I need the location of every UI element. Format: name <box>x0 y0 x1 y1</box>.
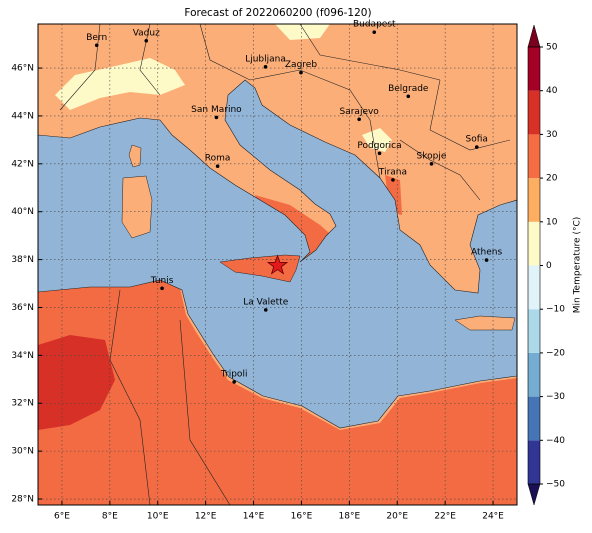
cold-area <box>55 58 185 110</box>
city-dot <box>391 178 395 182</box>
colorbar-under <box>527 483 541 506</box>
city-dot <box>94 43 99 48</box>
colorbar-segment <box>528 178 540 222</box>
map-title: Forecast of 2022060200 (f096-120) <box>184 7 371 19</box>
city-dot <box>263 65 268 69</box>
island <box>454 315 516 331</box>
x-tick-label: 22°E <box>434 512 456 522</box>
y-tick-label: 46°N <box>11 64 34 74</box>
border <box>59 24 511 505</box>
city-dot <box>377 151 382 156</box>
cold-area <box>275 24 330 40</box>
x-tick-label: 14°E <box>243 512 265 522</box>
colorbar-segment <box>528 265 540 310</box>
y-tick-label: 32°N <box>11 399 34 409</box>
x-tick-label: 6°E <box>54 512 70 522</box>
city-label: Athens <box>471 248 502 258</box>
city-label: Sarajevo <box>340 107 380 117</box>
colorbar-segment <box>528 309 540 353</box>
city-label: Skopje <box>417 151 447 161</box>
city-label: Podgorica <box>357 141 401 151</box>
city-label: Vaduz <box>133 28 160 38</box>
x-tick-label: 24°E <box>482 512 504 522</box>
x-tick-label: 20°E <box>386 512 408 522</box>
colorbar-tick-label: 40 <box>546 86 558 96</box>
colorbar-tick-label: −40 <box>546 436 565 446</box>
colorbar-tick-label: 10 <box>546 217 558 227</box>
city-label: Tirana <box>378 167 407 177</box>
city-label: Budapest <box>353 20 396 30</box>
city-label: Zagreb <box>285 60 317 70</box>
city-label: San Marino <box>191 105 242 115</box>
island <box>121 175 153 239</box>
colorbar-segment <box>528 221 540 266</box>
city-label: Tunis <box>150 276 174 286</box>
city-label: Ljubljana <box>245 54 286 64</box>
y-tick-label: 38°N <box>11 255 34 265</box>
colorbar-tick-label: −50 <box>546 480 565 490</box>
city-dot <box>160 286 164 291</box>
colorbar-segment <box>528 90 540 135</box>
colorbar-segment <box>528 396 540 441</box>
x-tick-label: 12°E <box>195 512 217 522</box>
y-tick-label: 28°N <box>11 495 34 505</box>
city-label: La Valette <box>243 297 288 307</box>
colorbar-over <box>527 24 541 48</box>
city-dot <box>144 38 149 43</box>
city-dot <box>474 145 479 149</box>
y-tick-label: 30°N <box>11 447 34 457</box>
colorbar-tick-label: 30 <box>546 130 558 140</box>
y-tick-label: 44°N <box>11 111 34 121</box>
very-hot-area <box>38 335 115 430</box>
city-dot <box>429 162 434 166</box>
colorbar-tick-label: 20 <box>546 174 558 184</box>
cold-area <box>362 128 392 152</box>
colorbar-tick-label: −20 <box>546 348 565 358</box>
city-label: Sofia <box>466 135 488 145</box>
city-dot <box>484 258 489 262</box>
colorbar-tick-label: −10 <box>546 305 565 315</box>
map-area <box>38 24 517 505</box>
city-dot <box>214 115 219 120</box>
y-tick-label: 34°N <box>11 351 34 361</box>
colorbar-segment <box>528 440 540 484</box>
colorbar-label: Min Temperature (°C) <box>573 217 583 314</box>
colorbar-segment <box>528 352 540 397</box>
x-tick-label: 10°E <box>147 512 169 522</box>
map-frame <box>37 23 518 506</box>
x-tick-label: 16°E <box>291 512 313 522</box>
x-tick-label: 8°E <box>102 512 118 522</box>
city-dot <box>357 117 361 122</box>
colorbar-tick-label: 50 <box>546 43 558 53</box>
y-tick-label: 42°N <box>11 159 34 169</box>
colorbar-tick-label: −30 <box>546 392 565 402</box>
x-tick-label: 18°E <box>339 512 361 522</box>
city-dot <box>406 94 411 99</box>
city-dot <box>263 308 268 312</box>
city-label: Tripoli <box>220 369 248 379</box>
hot-area <box>38 273 517 505</box>
colorbar-segment <box>528 134 540 179</box>
city-label: Roma <box>205 154 231 164</box>
city-label: Belgrade <box>388 84 429 94</box>
city-dot <box>232 380 236 384</box>
city-dot <box>372 30 377 34</box>
y-tick-label: 40°N <box>11 207 34 217</box>
location-star <box>266 254 289 275</box>
y-tick-label: 36°N <box>11 303 34 313</box>
city-dot <box>215 164 220 169</box>
colorbar-segment <box>528 47 540 91</box>
city-dot <box>299 70 303 75</box>
city-label: Bern <box>86 33 107 43</box>
colorbar-tick-label: 0 <box>546 261 552 271</box>
island <box>128 144 142 168</box>
